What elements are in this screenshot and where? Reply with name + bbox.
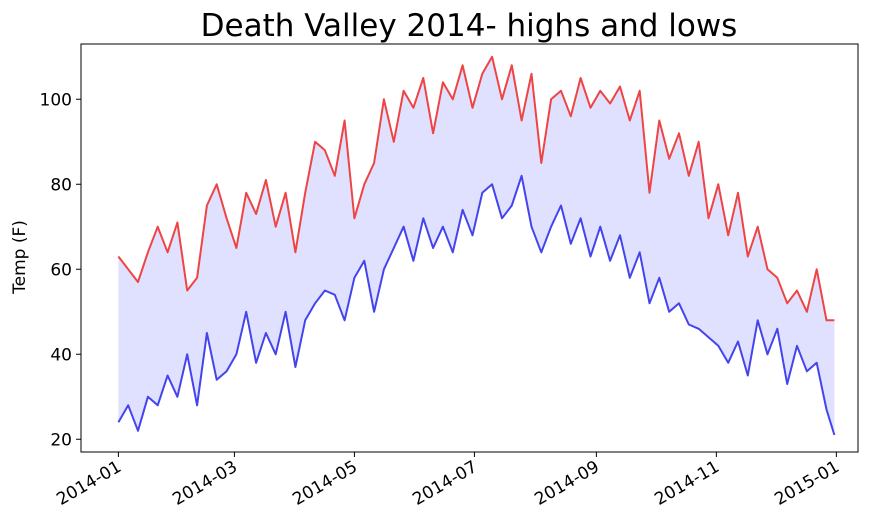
plot-frame — [80, 43, 859, 453]
y-tick-label: 40 — [50, 345, 72, 365]
lows-series-line — [117, 174, 836, 436]
chart-title: Death Valley 2014- highs and lows — [201, 8, 738, 44]
y-tick-label: 100 — [40, 90, 72, 110]
highs-series-line — [117, 55, 835, 322]
y-tick-label: 80 — [50, 175, 72, 195]
y-tick-label: 60 — [50, 260, 72, 280]
y-axis-label: Temp (F) — [10, 220, 30, 295]
y-tick-label: 20 — [50, 430, 72, 450]
